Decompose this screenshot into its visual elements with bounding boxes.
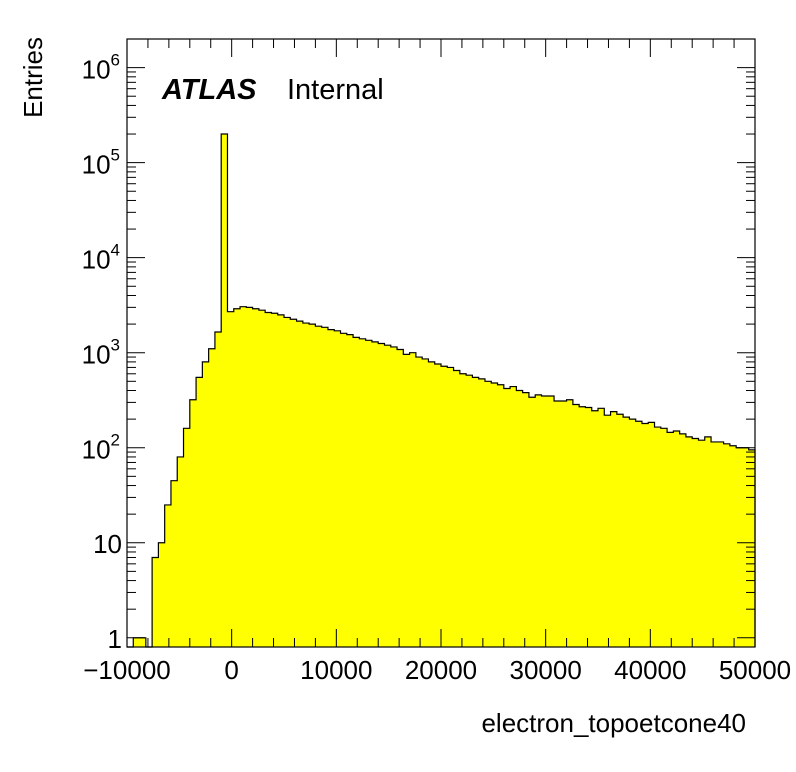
y-tick-label: 102 [82, 431, 120, 465]
histogram-outline [127, 133, 756, 648]
histogram-fill [133, 134, 755, 648]
y-tick-label: 10 [93, 529, 122, 559]
x-tick-label: 10000 [300, 655, 372, 685]
x-tick-labels: −10000 0 10000 20000 30000 40000 50000 [83, 655, 791, 685]
y-tick-label: 104 [82, 241, 120, 275]
x-tick-label: 20000 [405, 655, 477, 685]
x-tick-label: 0 [224, 655, 238, 685]
plot-frame [126, 38, 756, 648]
internal-label: Internal [287, 74, 384, 106]
x-tick-label: 40000 [614, 655, 686, 685]
axis-ticks [126, 38, 756, 647]
atlas-label: ATLAS [161, 74, 257, 106]
y-tick-label: 1 [108, 624, 122, 654]
y-tick-label: 103 [82, 336, 120, 370]
y-axis-title: Entries [18, 37, 48, 118]
x-tick-label: 50000 [719, 655, 791, 685]
y-tick-label: 105 [82, 146, 120, 180]
x-tick-label: −10000 [83, 655, 170, 685]
x-axis-title: electron_topoetcone40 [481, 708, 746, 738]
y-tick-labels: 1 10 102 103 104 105 106 [82, 51, 122, 654]
y-tick-label: 106 [82, 51, 120, 85]
x-tick-label: 30000 [510, 655, 582, 685]
